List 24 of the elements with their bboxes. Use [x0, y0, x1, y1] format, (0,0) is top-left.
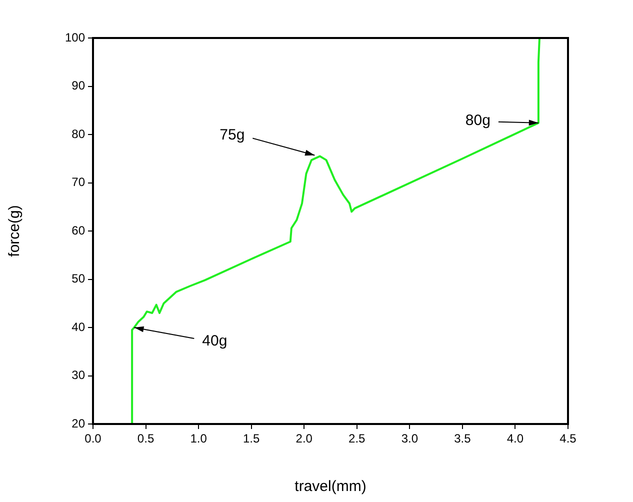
x-tick-label: 1.0 — [190, 432, 208, 446]
y-tick-label: 100 — [64, 30, 86, 44]
y-tick-label: 50 — [72, 272, 86, 286]
y-tick-label: 20 — [72, 416, 86, 430]
x-tick-label: 2.0 — [296, 432, 313, 446]
x-tick-label: 4.5 — [560, 432, 577, 446]
x-axis-title: travel(mm) — [294, 478, 366, 496]
y-tick-label: 60 — [72, 223, 86, 238]
y-tick-label: 80 — [72, 126, 86, 141]
y-tick-label: 40 — [72, 320, 86, 334]
annotation: 75g — [220, 126, 245, 144]
x-tick-label: 0.5 — [137, 432, 154, 446]
y-tick-label: 30 — [72, 368, 86, 382]
annotation: 40g — [202, 332, 228, 350]
y-axis-title: force(g) — [6, 205, 24, 257]
x-tick-label: 1.5 — [242, 432, 260, 446]
x-tick-label: 4.0 — [506, 432, 524, 446]
y-tick-label: 90 — [72, 78, 86, 93]
x-tick-label: 3.0 — [401, 432, 418, 446]
x-tick-label: 0.0 — [84, 432, 102, 446]
x-tick-label: 2.5 — [348, 432, 366, 446]
y-tick-label: 70 — [72, 175, 86, 190]
x-tick-label: 3.5 — [454, 432, 472, 446]
annotation: 80g — [465, 112, 490, 130]
